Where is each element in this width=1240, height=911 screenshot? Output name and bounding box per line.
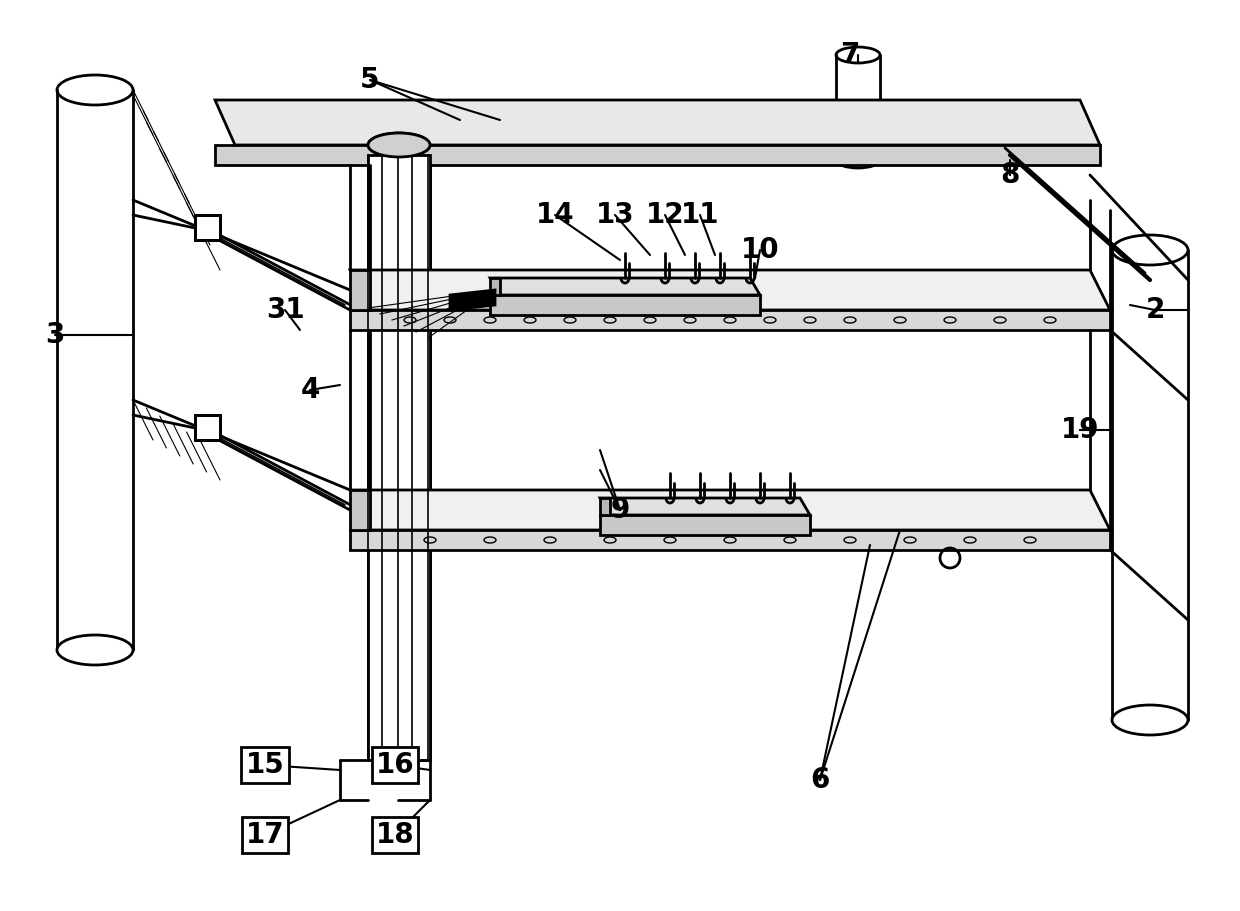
Polygon shape xyxy=(350,270,1110,310)
Text: 19: 19 xyxy=(1060,416,1099,444)
Text: 11: 11 xyxy=(681,201,719,229)
Text: 18: 18 xyxy=(376,821,414,849)
Polygon shape xyxy=(368,155,430,760)
Polygon shape xyxy=(350,270,370,310)
Text: 6: 6 xyxy=(810,766,830,794)
Text: 2: 2 xyxy=(1146,296,1164,324)
Polygon shape xyxy=(350,490,1110,530)
Text: 16: 16 xyxy=(376,751,414,779)
Polygon shape xyxy=(490,278,760,295)
Text: 15: 15 xyxy=(246,751,284,779)
Text: 9: 9 xyxy=(610,496,630,524)
Polygon shape xyxy=(215,145,1100,165)
Ellipse shape xyxy=(1112,235,1188,265)
Text: 3: 3 xyxy=(46,321,64,349)
Ellipse shape xyxy=(836,47,880,63)
Ellipse shape xyxy=(368,133,430,157)
Polygon shape xyxy=(600,515,810,535)
Text: 5: 5 xyxy=(361,66,379,94)
Polygon shape xyxy=(600,498,610,515)
Text: 8: 8 xyxy=(1001,161,1019,189)
Text: 4: 4 xyxy=(300,376,320,404)
Ellipse shape xyxy=(57,635,133,665)
Polygon shape xyxy=(350,310,1110,330)
Text: 31: 31 xyxy=(265,296,304,324)
Text: 13: 13 xyxy=(595,201,635,229)
Ellipse shape xyxy=(57,75,133,105)
Text: 17: 17 xyxy=(246,821,284,849)
Ellipse shape xyxy=(1112,705,1188,735)
Polygon shape xyxy=(350,530,1110,550)
Polygon shape xyxy=(490,295,760,315)
Text: 7: 7 xyxy=(841,41,859,69)
Text: 10: 10 xyxy=(740,236,779,264)
Polygon shape xyxy=(490,278,500,295)
Text: 12: 12 xyxy=(646,201,684,229)
Polygon shape xyxy=(600,498,810,515)
Polygon shape xyxy=(450,290,495,310)
Bar xyxy=(195,215,219,240)
Bar xyxy=(195,415,219,440)
Polygon shape xyxy=(215,100,1100,145)
Polygon shape xyxy=(350,490,370,530)
Ellipse shape xyxy=(836,152,880,168)
Ellipse shape xyxy=(368,133,430,157)
Text: 14: 14 xyxy=(536,201,574,229)
